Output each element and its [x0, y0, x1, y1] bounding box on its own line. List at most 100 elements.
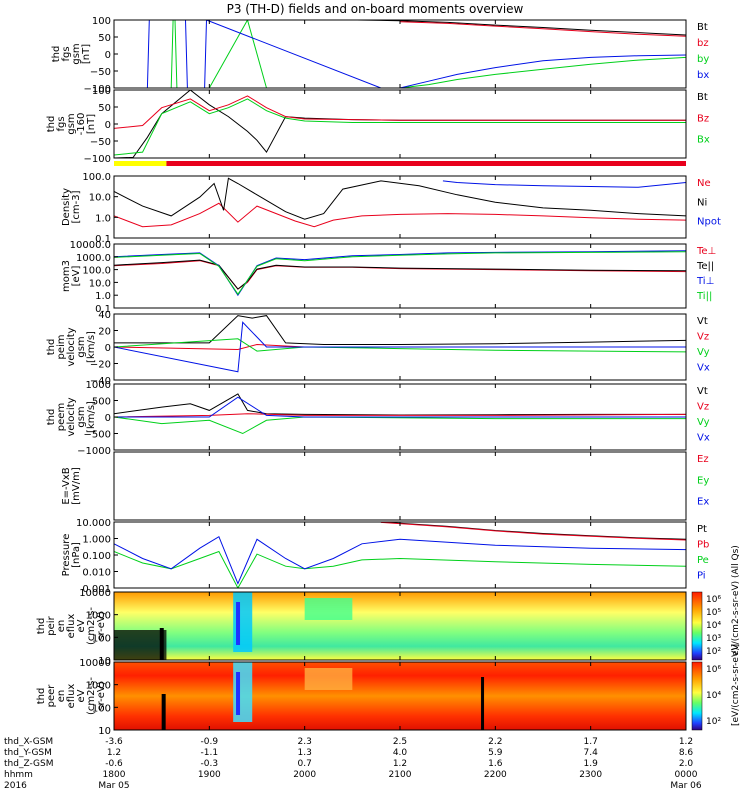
y-tick-label: 0 [105, 120, 111, 131]
x-axis-tick-label: 2.3 [298, 737, 312, 747]
spectrogram-gap [481, 677, 485, 730]
y-tick-label: −500 [84, 430, 111, 441]
y-axis-label: (cm2-s- [86, 607, 97, 645]
x-axis-tick-label: -0.9 [201, 737, 219, 747]
y-axis-label: gsm [71, 43, 82, 64]
y-tick-label: 100.0 [82, 266, 111, 277]
y-axis-label: [nPa] [71, 542, 82, 568]
colorbar-label: [eV/(cm2-s-sr-eV)] [731, 644, 741, 726]
y-axis-label: [km/s] [86, 331, 97, 363]
y-tick-label: 0 [105, 50, 111, 61]
y-tick-label: 20 [98, 327, 111, 338]
series-line-Te⊥ [114, 260, 686, 290]
y-axis-label: peer [46, 684, 57, 708]
x-axis-date-label: Mar 05 [98, 781, 129, 791]
x-axis-tick-label: -0.6 [105, 759, 123, 769]
legend-entry: Ez [697, 454, 709, 465]
y-axis-label: [nT] [86, 114, 97, 134]
y-tick-label: 500 [92, 397, 111, 408]
y-axis-label: [km/s] [86, 401, 97, 433]
spectrogram-gap [159, 628, 164, 660]
y-tick-label: 10.0 [89, 278, 111, 289]
y-axis-label: gsm [66, 113, 77, 134]
legend-entry: Ey [697, 475, 709, 486]
x-axis-tick-label: -1.1 [201, 748, 219, 758]
y-tick-label: 0.1 [95, 234, 111, 245]
spectrogram-gap [114, 630, 167, 660]
legend-entry: bz [697, 38, 709, 49]
y-tick-label: 100 [92, 16, 111, 27]
y-axis-label: [nT] [81, 44, 92, 64]
series-line-Ne [114, 202, 686, 228]
y-axis-label: en [56, 620, 67, 633]
y-tick-label: 40 [98, 310, 111, 321]
y-tick-label: 1000.0 [76, 253, 111, 264]
y-tick-label: 1000 [86, 681, 111, 692]
spectrogram-gap [161, 694, 166, 730]
colorbar [691, 591, 703, 661]
x-axis-row-label: 2016 [4, 781, 27, 791]
x-axis-tick-label: 2300 [579, 770, 602, 780]
y-tick-label: 100.0 [82, 172, 111, 183]
y-axis-label: Pressure [61, 534, 72, 577]
legend-entry: Te|| [696, 261, 714, 272]
legend-entry: Ni [697, 197, 707, 208]
panel-4 [113, 243, 687, 309]
panel-5 [113, 313, 687, 381]
y-tick-label: 100 [92, 86, 111, 97]
colorbar-tick-label: 10⁵ [706, 608, 721, 618]
legend-entry: Pi [697, 571, 706, 582]
y-tick-label: 50 [98, 103, 111, 114]
y-tick-label: 10 [98, 656, 111, 667]
x-axis-tick-label: -3.6 [105, 737, 123, 747]
series-line-Pt [380, 522, 686, 540]
spectrogram-feature [304, 668, 353, 690]
y-axis-label: thd [36, 618, 47, 635]
y-tick-label: 1.0 [95, 291, 111, 302]
series-line-Vy [114, 338, 686, 353]
x-axis-row-label: hhmm [4, 770, 33, 780]
y-axis-label: gsm [76, 336, 87, 357]
x-axis-tick-label: 1.2 [679, 737, 693, 747]
y-axis-label: peem [56, 403, 67, 431]
series-line-Ni [114, 177, 686, 220]
series-line-Npot [442, 180, 686, 188]
y-tick-label: 1.0 [95, 213, 111, 224]
colorbar-label: eV/(cm2-s-sr-eV) (All Qs) [731, 545, 741, 656]
y-axis-label: fgs [56, 116, 67, 131]
y-axis-label: eflux [66, 614, 77, 639]
y-tick-label: 1000 [86, 611, 111, 622]
legend-entry: Vx [697, 433, 710, 444]
y-tick-label: −100 [84, 154, 111, 165]
legend-entry: Vz [697, 402, 709, 413]
x-axis-tick-label: 2.5 [393, 737, 407, 747]
page-title: P3 (TH-D) fields and on-board moments ov… [226, 2, 524, 16]
y-axis-label: [eV] [71, 266, 82, 287]
x-axis-tick-label: 2000 [293, 770, 316, 780]
series-line-Vx [114, 321, 686, 373]
panel-9 [113, 591, 703, 661]
y-axis-label: en [56, 690, 67, 703]
x-axis-tick-label: 2.2 [488, 737, 502, 747]
series-line-Bt [114, 90, 686, 158]
legend-entry: Bt [697, 22, 708, 33]
y-axis-label: Density [61, 188, 72, 226]
colorbar-tick-label: 10² [706, 717, 721, 727]
y-axis-label: sr-eV) [96, 681, 107, 710]
y-axis-label: E=-VxB [61, 467, 72, 504]
x-axis-tick-label: 0.7 [298, 759, 312, 769]
panel-frame [113, 89, 687, 159]
legend-entry: Bx [697, 135, 710, 146]
y-tick-label: −50 [90, 137, 111, 148]
series-line-Ti|| [114, 251, 686, 296]
colorbar-tick-label: 10⁴ [706, 621, 721, 631]
y-axis-label: [cm-3] [71, 190, 82, 223]
y-tick-label: 10.0 [89, 193, 111, 204]
y-axis-label: eV [76, 689, 87, 702]
series-line-Bx [114, 98, 686, 156]
legend-entry: Pe [697, 555, 709, 566]
x-axis-tick-label: 2100 [389, 770, 412, 780]
y-tick-label: 0.1 [95, 304, 111, 315]
colorbar [691, 661, 703, 731]
y-axis-label: thd [46, 339, 57, 356]
